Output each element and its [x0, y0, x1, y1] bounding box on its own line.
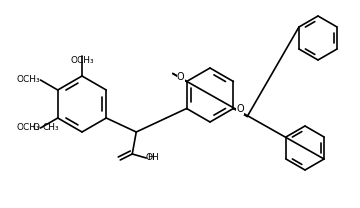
Text: O: O	[237, 104, 244, 114]
Text: OCH₃: OCH₃	[17, 76, 40, 84]
Text: OCH₃: OCH₃	[17, 124, 40, 132]
Text: H: H	[147, 154, 154, 162]
Text: OCH₃: OCH₃	[70, 56, 94, 65]
Text: OH: OH	[145, 152, 159, 161]
Text: O: O	[32, 124, 40, 132]
Text: CH₃: CH₃	[42, 124, 59, 132]
Text: O: O	[177, 73, 185, 83]
